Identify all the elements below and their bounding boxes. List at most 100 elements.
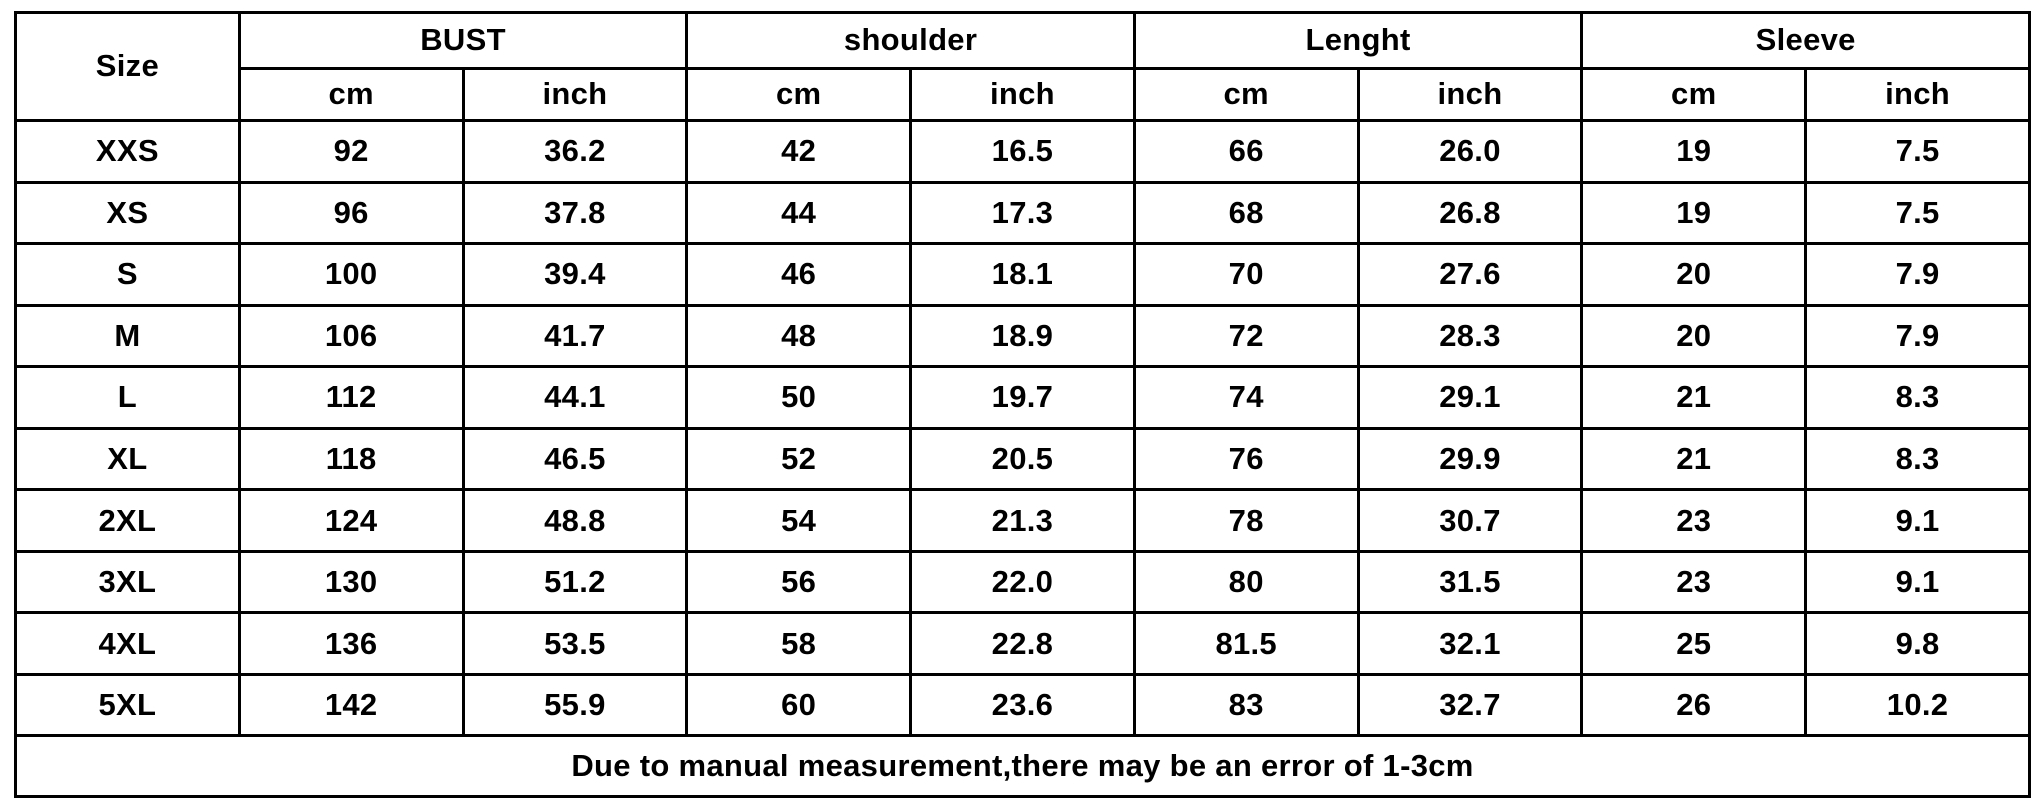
cell-length-cm: 68 xyxy=(1132,180,1360,246)
cell-length-cm: 66 xyxy=(1132,119,1360,184)
cell-sleeve-inch: 10.2 xyxy=(1804,672,2031,738)
cell-size: 3XL xyxy=(14,549,241,615)
cell-length-cm: 70 xyxy=(1132,242,1360,307)
table-body: XXS 92 36.2 42 16.5 66 26.0 19 7.5 XS 96… xyxy=(14,119,2031,798)
header-unit-bust-cm: cm xyxy=(237,67,465,122)
cell-sleeve-inch: 7.5 xyxy=(1804,119,2031,184)
cell-shoulder-cm: 60 xyxy=(685,672,913,738)
cell-sleeve-cm: 21 xyxy=(1580,365,1808,430)
cell-length-inch: 31.5 xyxy=(1356,549,1584,615)
cell-shoulder-cm: 58 xyxy=(685,611,913,676)
table-header: Size BUST shoulder Lenght Sleeve cm inch… xyxy=(14,11,2031,122)
cell-bust-cm: 106 xyxy=(237,303,465,369)
cell-bust-inch: 46.5 xyxy=(461,426,689,492)
cell-shoulder-cm: 44 xyxy=(685,180,913,246)
cell-sleeve-cm: 20 xyxy=(1580,242,1808,307)
table-row: XL 118 46.5 52 20.5 76 29.9 21 8.3 xyxy=(14,426,2031,492)
cell-shoulder-inch: 22.8 xyxy=(909,611,1136,676)
cell-sleeve-cm: 23 xyxy=(1580,488,1808,553)
cell-shoulder-inch: 20.5 xyxy=(909,426,1136,492)
cell-length-cm: 72 xyxy=(1132,303,1360,369)
size-chart-container: Size BUST shoulder Lenght Sleeve cm inch… xyxy=(14,11,2031,798)
cell-shoulder-cm: 48 xyxy=(685,303,913,369)
cell-length-inch: 26.8 xyxy=(1356,180,1584,246)
cell-shoulder-cm: 46 xyxy=(685,242,913,307)
header-unit-shoulder-inch: inch xyxy=(909,67,1136,122)
header-unit-bust-inch: inch xyxy=(461,67,689,122)
cell-bust-inch: 55.9 xyxy=(461,672,689,738)
cell-sleeve-cm: 21 xyxy=(1580,426,1808,492)
cell-length-inch: 26.0 xyxy=(1356,119,1584,184)
header-group-sleeve: Sleeve xyxy=(1580,11,2031,70)
cell-shoulder-inch: 22.0 xyxy=(909,549,1136,615)
cell-shoulder-inch: 23.6 xyxy=(909,672,1136,738)
cell-bust-cm: 112 xyxy=(237,365,465,430)
cell-sleeve-cm: 23 xyxy=(1580,549,1808,615)
table-row: XS 96 37.8 44 17.3 68 26.8 19 7.5 xyxy=(14,180,2031,246)
cell-sleeve-inch: 8.3 xyxy=(1804,426,2031,492)
cell-shoulder-cm: 52 xyxy=(685,426,913,492)
cell-bust-cm: 142 xyxy=(237,672,465,738)
header-unit-length-cm: cm xyxy=(1132,67,1360,122)
cell-sleeve-cm: 19 xyxy=(1580,119,1808,184)
cell-bust-inch: 41.7 xyxy=(461,303,689,369)
cell-size: S xyxy=(14,242,241,307)
cell-sleeve-cm: 19 xyxy=(1580,180,1808,246)
cell-size: L xyxy=(14,365,241,430)
table-row: L 112 44.1 50 19.7 74 29.1 21 8.3 xyxy=(14,365,2031,430)
cell-sleeve-inch: 7.9 xyxy=(1804,303,2031,369)
table-row: S 100 39.4 46 18.1 70 27.6 20 7.9 xyxy=(14,242,2031,307)
cell-size: M xyxy=(14,303,241,369)
cell-sleeve-inch: 8.3 xyxy=(1804,365,2031,430)
cell-sleeve-inch: 9.1 xyxy=(1804,549,2031,615)
cell-length-inch: 29.1 xyxy=(1356,365,1584,430)
cell-shoulder-inch: 19.7 xyxy=(909,365,1136,430)
cell-bust-cm: 92 xyxy=(237,119,465,184)
header-unit-length-inch: inch xyxy=(1356,67,1584,122)
header-row-units: cm inch cm inch cm inch cm inch xyxy=(16,67,2031,122)
cell-shoulder-cm: 50 xyxy=(685,365,913,430)
header-group-bust: BUST xyxy=(237,11,689,70)
cell-sleeve-cm: 25 xyxy=(1580,611,1808,676)
cell-length-inch: 28.3 xyxy=(1356,303,1584,369)
cell-sleeve-inch: 7.9 xyxy=(1804,242,2031,307)
cell-length-inch: 29.9 xyxy=(1356,426,1584,492)
cell-shoulder-inch: 18.1 xyxy=(909,242,1136,307)
cell-bust-cm: 124 xyxy=(237,488,465,553)
header-unit-sleeve-cm: cm xyxy=(1580,67,1808,122)
cell-bust-cm: 96 xyxy=(237,180,465,246)
cell-bust-inch: 37.8 xyxy=(461,180,689,246)
cell-length-inch: 32.1 xyxy=(1356,611,1584,676)
table-row: M 106 41.7 48 18.9 72 28.3 20 7.9 xyxy=(14,303,2031,369)
size-chart-table: Size BUST shoulder Lenght Sleeve cm inch… xyxy=(14,11,2031,798)
cell-length-cm: 80 xyxy=(1132,549,1360,615)
cell-size: 5XL xyxy=(14,672,241,738)
cell-shoulder-cm: 42 xyxy=(685,119,913,184)
cell-bust-cm: 130 xyxy=(237,549,465,615)
cell-shoulder-cm: 56 xyxy=(685,549,913,615)
measurement-note: Due to manual measurement,there may be a… xyxy=(14,734,2031,798)
cell-sleeve-inch: 7.5 xyxy=(1804,180,2031,246)
cell-bust-cm: 100 xyxy=(237,242,465,307)
cell-bust-inch: 51.2 xyxy=(461,549,689,615)
cell-length-inch: 30.7 xyxy=(1356,488,1584,553)
table-row: 3XL 130 51.2 56 22.0 80 31.5 23 9.1 xyxy=(14,549,2031,615)
table-row: 4XL 136 53.5 58 22.8 81.5 32.1 25 9.8 xyxy=(14,611,2031,676)
table-row: 5XL 142 55.9 60 23.6 83 32.7 26 10.2 xyxy=(14,672,2031,738)
cell-length-inch: 27.6 xyxy=(1356,242,1584,307)
cell-bust-inch: 44.1 xyxy=(461,365,689,430)
header-size: Size xyxy=(14,11,241,122)
header-group-shoulder: shoulder xyxy=(685,11,1136,70)
cell-length-inch: 32.7 xyxy=(1356,672,1584,738)
cell-shoulder-inch: 18.9 xyxy=(909,303,1136,369)
cell-sleeve-cm: 26 xyxy=(1580,672,1808,738)
cell-length-cm: 83 xyxy=(1132,672,1360,738)
cell-sleeve-inch: 9.8 xyxy=(1804,611,2031,676)
cell-bust-inch: 53.5 xyxy=(461,611,689,676)
cell-length-cm: 81.5 xyxy=(1132,611,1360,676)
cell-bust-inch: 36.2 xyxy=(461,119,689,184)
cell-size: XL xyxy=(14,426,241,492)
cell-sleeve-inch: 9.1 xyxy=(1804,488,2031,553)
table-row: 2XL 124 48.8 54 21.3 78 30.7 23 9.1 xyxy=(14,488,2031,553)
cell-bust-cm: 118 xyxy=(237,426,465,492)
